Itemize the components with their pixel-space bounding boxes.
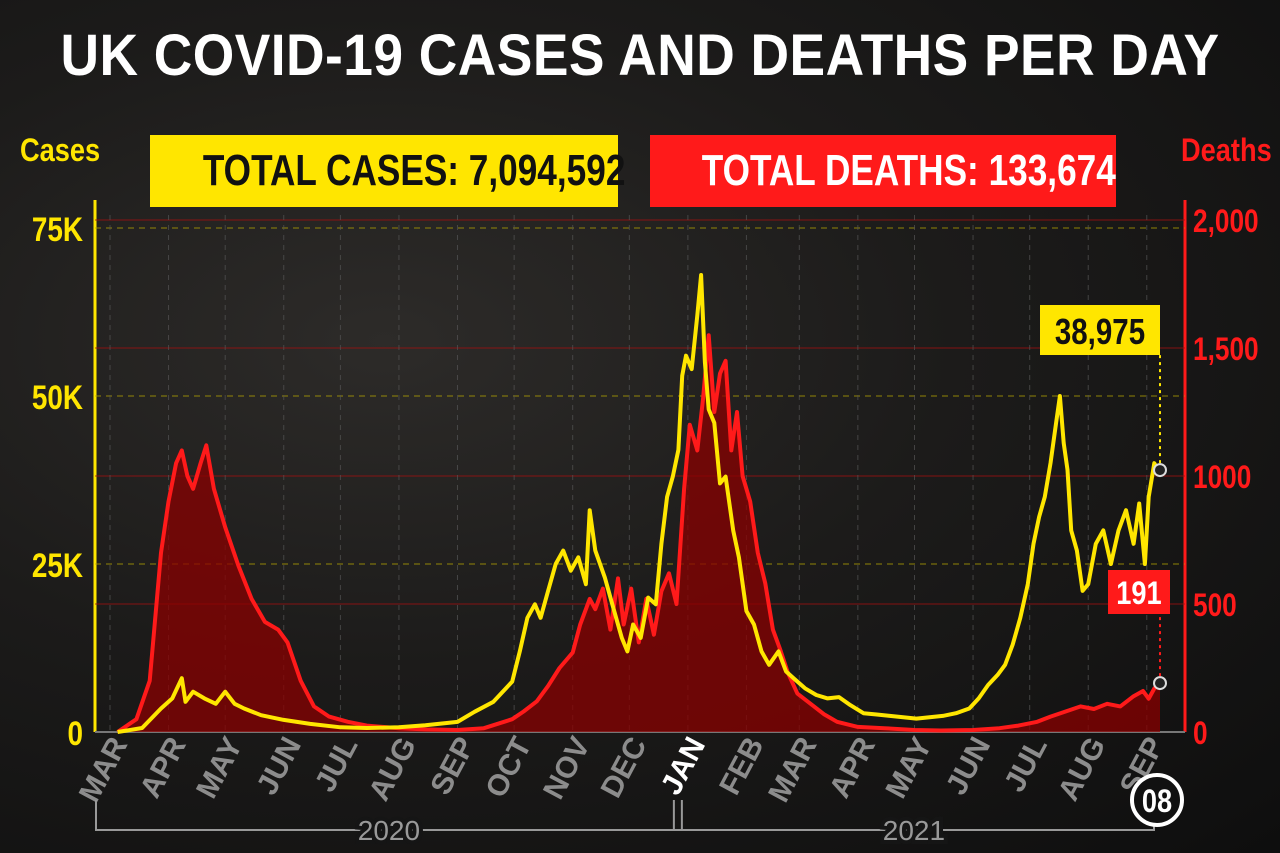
month-label: MAY [880, 732, 939, 804]
month-label: JUL [309, 732, 365, 798]
deaths-line [116, 333, 1162, 734]
month-label: APR [823, 732, 882, 804]
month-label: FEB [713, 732, 770, 800]
cases-axis-title: Cases [20, 132, 101, 168]
month-label: JUN [940, 732, 997, 800]
deaths-tick-label: 1,500 [1193, 333, 1259, 368]
month-label: NOV [537, 732, 597, 805]
month-label: SEP [424, 732, 481, 800]
deaths-callout-box [1108, 570, 1170, 614]
total-cases-box: TOTAL CASES: 7,094,592 [150, 135, 625, 207]
month-label: APR [134, 732, 193, 804]
cases-line [117, 273, 1161, 734]
total-cases-label: TOTAL CASES: 7,094,592 [202, 146, 626, 195]
month-label: JUL [998, 732, 1054, 798]
deaths-tick-label: 2,000 [1193, 205, 1259, 240]
month-label: OCT [479, 732, 538, 803]
cases-latest-point [1153, 463, 1167, 478]
month-label: DEC [595, 732, 654, 803]
cases-tick-label: 0 [67, 714, 83, 752]
month-label: MAR [762, 732, 823, 808]
cases-callout-box [1040, 305, 1160, 355]
month-label: MAY [190, 732, 249, 804]
chart-title: UK COVID-19 CASES AND DEATHS PER DAY [60, 23, 1220, 88]
total-deaths-box: TOTAL DEATHS: 133,674 [650, 135, 1116, 207]
deaths-axis-title: Deaths [1181, 132, 1272, 168]
deaths-callout-label: 191 [1116, 576, 1161, 612]
year-label: 2020 [358, 815, 420, 846]
date-marker-label: 08 [1142, 784, 1172, 820]
total-deaths-label: TOTAL DEATHS: 133,674 [701, 146, 1116, 195]
cases-tick-label: 75K [32, 210, 84, 248]
month-label: JAN [655, 732, 712, 800]
deaths-tick-label: 1000 [1193, 461, 1251, 496]
deaths-tick-label: 500 [1193, 589, 1237, 624]
year-bracket [95, 800, 683, 831]
cases-callout-label: 38,975 [1055, 311, 1145, 351]
deaths-tick-label: 0 [1193, 717, 1208, 752]
month-label: JUN [251, 732, 308, 800]
cases-tick-label: 50K [32, 378, 84, 416]
month-label: AUG [363, 732, 423, 806]
date-marker-circle [1130, 773, 1184, 827]
month-label: AUG [1052, 732, 1112, 806]
deaths-area [117, 335, 1161, 732]
deaths-latest-point [1153, 676, 1167, 691]
year-label: 2021 [883, 815, 945, 846]
cases-tick-label: 25K [32, 546, 84, 584]
